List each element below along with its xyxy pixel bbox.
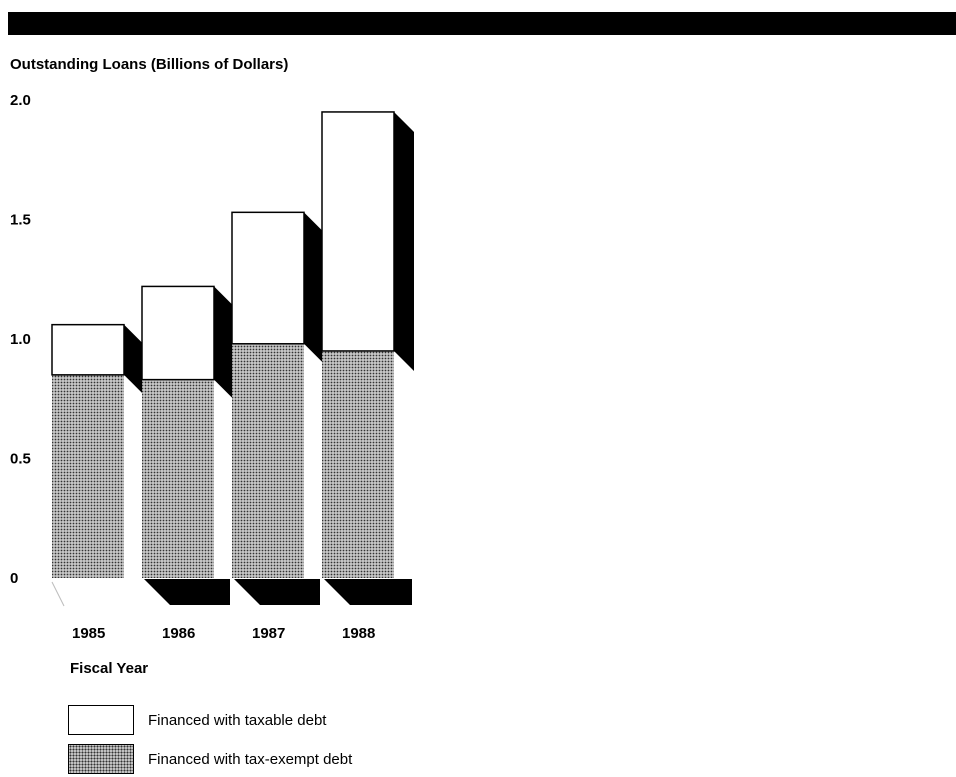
floor-segment <box>324 579 412 605</box>
x-tick-label: 1986 <box>162 625 195 642</box>
bar-side-face <box>124 324 144 395</box>
x-tick-label: 1988 <box>342 625 375 642</box>
bar-taxable <box>321 111 395 352</box>
legend-swatch-tax-exempt <box>68 744 134 774</box>
x-axis-label: Fiscal Year <box>70 660 149 677</box>
x-axis-ticks: 1985 1986 1987 1988 <box>72 625 375 642</box>
floor-edge <box>51 581 65 607</box>
bar-side-face <box>304 212 324 364</box>
bar-tax-exempt <box>322 350 394 578</box>
bar-taxable <box>51 323 125 376</box>
bars <box>51 111 414 578</box>
legend-item-taxable: Financed with taxable debt <box>68 704 326 736</box>
y-tick-label: 0 <box>10 570 18 587</box>
floor-segment <box>234 579 320 605</box>
y-tick-label: 1.0 <box>10 331 31 348</box>
y-tick-label: 2.0 <box>10 92 31 109</box>
y-tick-label: 1.5 <box>10 212 31 229</box>
x-tick-label: 1987 <box>252 625 285 642</box>
bar-group <box>231 211 324 578</box>
bar-tax-exempt <box>232 343 304 578</box>
bar-group <box>141 285 234 578</box>
legend-label-taxable: Financed with taxable debt <box>148 711 327 729</box>
y-axis-ticks: 0 0.5 1.0 1.5 2.0 <box>10 92 31 587</box>
bar-tax-exempt <box>52 374 124 578</box>
bar-side-face <box>394 111 414 371</box>
bar-taxable <box>231 211 305 345</box>
legend-swatch-taxable <box>68 705 134 735</box>
legend-label-tax-exempt: Financed with tax-exempt debt <box>148 750 353 768</box>
bar-side-face <box>214 286 234 400</box>
header-bar <box>8 12 956 35</box>
bar-group <box>321 111 414 578</box>
bar-tax-exempt <box>142 379 214 578</box>
chart-floor <box>51 579 412 607</box>
legend-item-tax-exempt: Financed with tax-exempt debt <box>68 743 352 775</box>
y-tick-label: 0.5 <box>10 451 31 468</box>
y-axis-label: Outstanding Loans (Billions of Dollars) <box>10 56 289 73</box>
bar-group <box>51 323 144 578</box>
floor-segment <box>144 579 230 605</box>
bar-taxable <box>141 285 215 381</box>
x-tick-label: 1985 <box>72 625 105 642</box>
